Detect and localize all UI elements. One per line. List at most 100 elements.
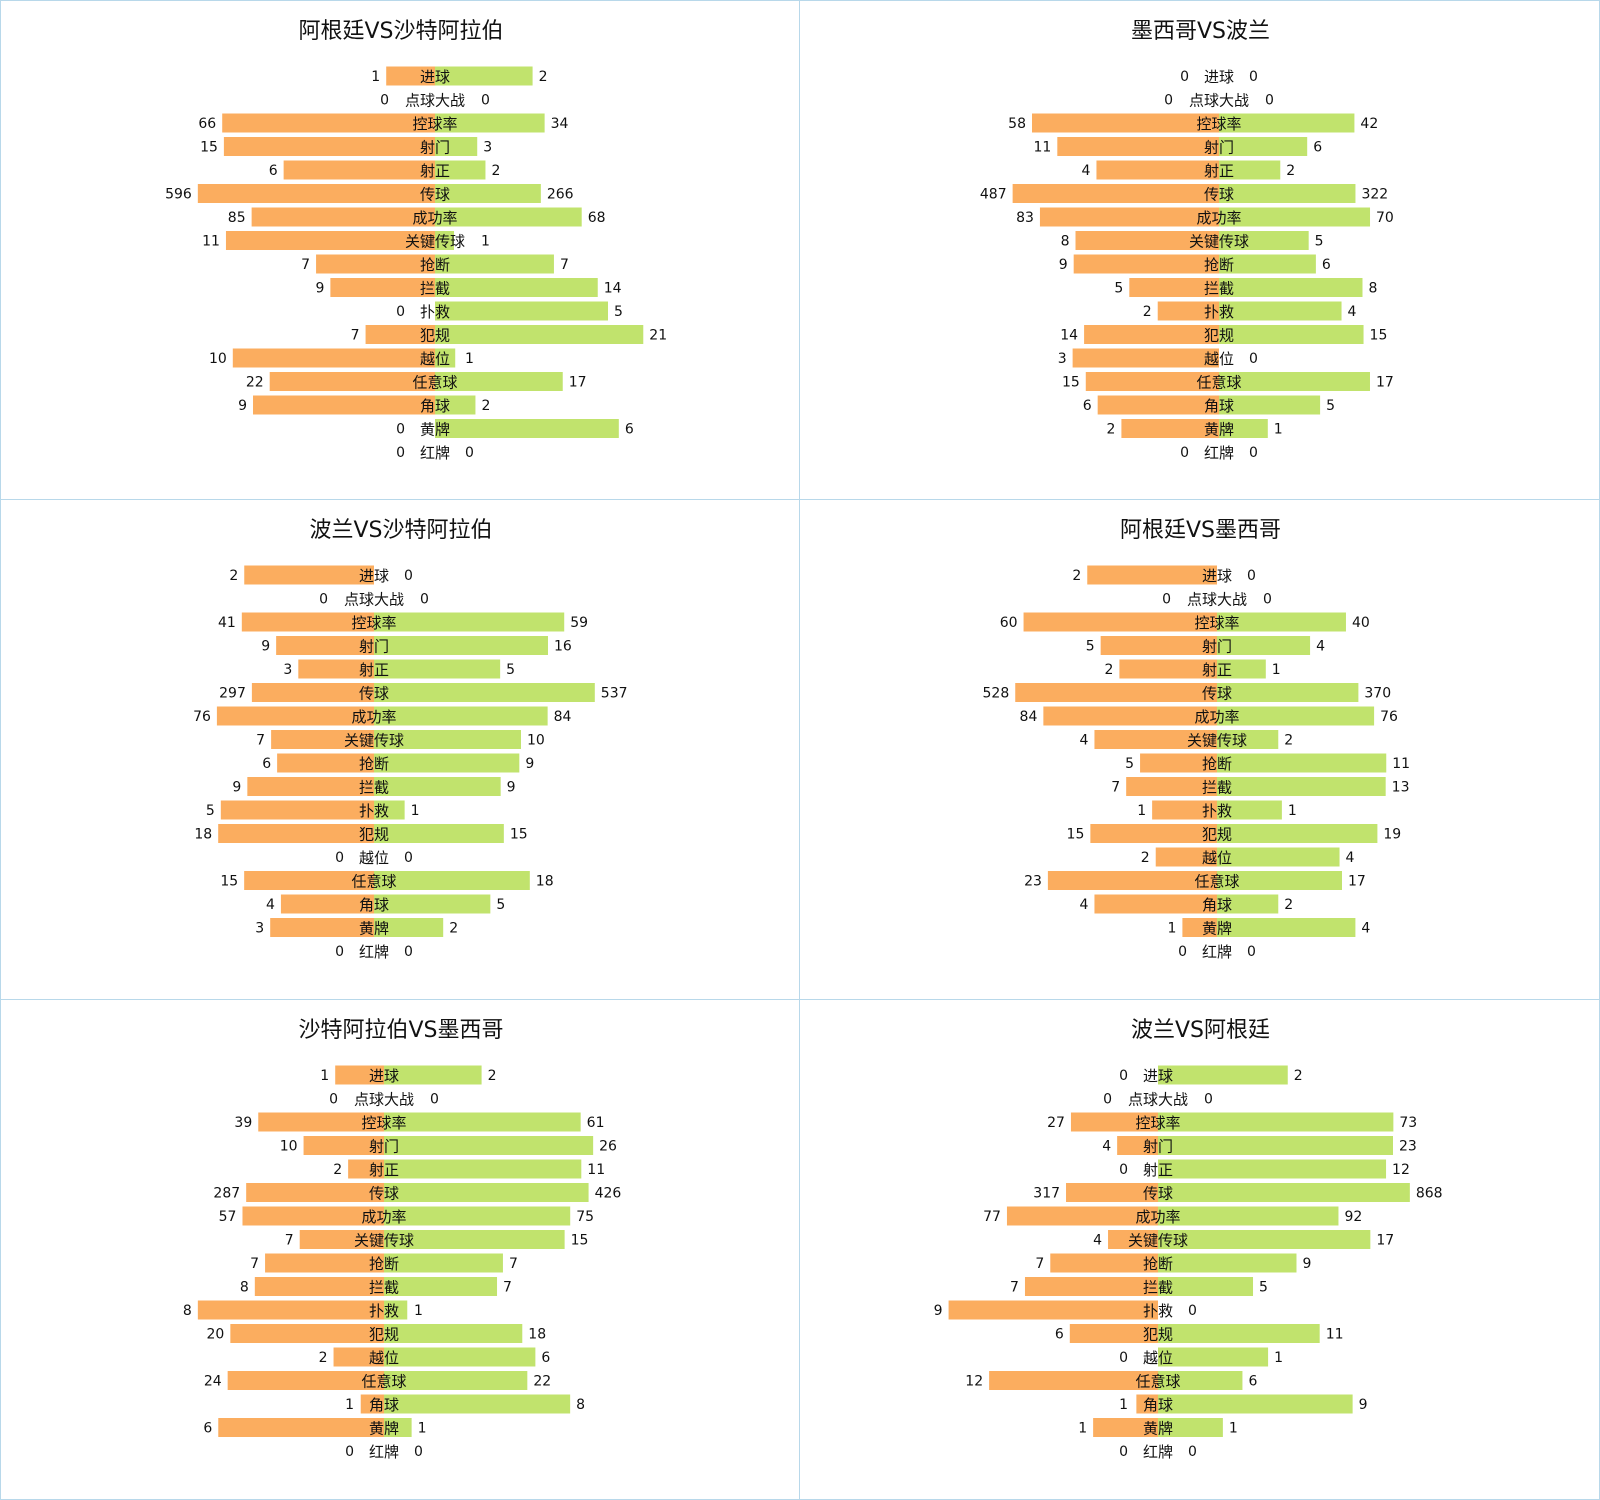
- value-label-team1: 6: [203, 1421, 212, 1437]
- value-label-team2: 76: [1380, 709, 1398, 725]
- value-label-team1: 0: [396, 445, 405, 461]
- category-label: 点球大战: [354, 1091, 414, 1109]
- value-label-team2: 6: [1313, 140, 1322, 156]
- value-label-team2: 17: [1348, 874, 1366, 890]
- value-label-team2: 1: [418, 1421, 427, 1437]
- bar-team1: [1097, 395, 1219, 415]
- bar-team1: [1043, 706, 1217, 726]
- value-label-team2: 23: [1399, 1139, 1417, 1155]
- category-label: 拦截: [1202, 779, 1232, 797]
- value-label-team2: 0: [465, 445, 474, 461]
- bar-team2: [1219, 301, 1342, 321]
- bar-team2: [1217, 918, 1356, 937]
- bar-team1: [1070, 1112, 1158, 1132]
- value-label-team1: 83: [1016, 210, 1034, 226]
- value-label-team1: 27: [1047, 1115, 1065, 1131]
- bar-team1: [948, 1300, 1158, 1320]
- value-label-team1: 15: [220, 874, 238, 890]
- value-label-team2: 12: [1392, 1162, 1410, 1178]
- value-label-team1: 66: [198, 116, 216, 132]
- value-label-team1: 0: [1119, 1350, 1128, 1366]
- value-label-team1: 15: [1067, 827, 1085, 843]
- bar-team2: [1219, 160, 1281, 180]
- category-label: 抢断: [420, 256, 450, 274]
- bar-team2: [1158, 1112, 1394, 1132]
- value-label-team2: 22: [533, 1374, 551, 1390]
- bar-team2: [1219, 113, 1355, 133]
- category-label: 射门: [1204, 139, 1234, 157]
- bar-team2: [1219, 231, 1309, 250]
- bar-team2: [1158, 1277, 1254, 1296]
- bar-team2: [384, 1324, 523, 1343]
- bar-team2: [384, 1065, 482, 1085]
- bar-team2: [384, 1394, 571, 1414]
- bar-team2: [374, 800, 405, 820]
- category-label: 越位: [1202, 849, 1232, 867]
- bar-team1: [227, 1371, 384, 1390]
- bar-team2: [435, 137, 478, 156]
- value-label-team2: 0: [404, 944, 413, 960]
- category-label: 扑救: [1202, 802, 1232, 820]
- bar-team2: [1217, 847, 1340, 867]
- category-label: 关键传球: [1189, 233, 1249, 251]
- value-label-team1: 1: [1119, 1397, 1128, 1413]
- bar-team2: [1219, 278, 1363, 297]
- value-label-team1: 2: [1141, 850, 1150, 866]
- value-label-team1: 9: [315, 281, 324, 297]
- value-label-team1: 1: [1167, 921, 1176, 937]
- category-label: 关键传球: [344, 732, 404, 750]
- value-label-team2: 1: [1272, 662, 1281, 678]
- bar-team1: [1015, 683, 1217, 702]
- bar-team1: [258, 1112, 384, 1132]
- value-label-team2: 2: [491, 163, 500, 179]
- bar-team2: [435, 372, 563, 391]
- bar-team1: [1087, 565, 1217, 585]
- value-label-team2: 0: [404, 850, 413, 866]
- value-label-team2: 6: [625, 422, 634, 438]
- category-label: 关键传球: [354, 1232, 414, 1250]
- bar-team1: [244, 871, 374, 890]
- value-label-team1: 0: [1180, 445, 1189, 461]
- bar-team2: [435, 113, 545, 133]
- bar-team1: [1182, 918, 1217, 937]
- value-label-team2: 42: [1360, 116, 1378, 132]
- value-label-team1: 10: [209, 351, 227, 367]
- bar-team2: [435, 66, 533, 86]
- value-label-team1: 4: [1093, 1233, 1102, 1249]
- bar-team1: [1152, 800, 1217, 820]
- bar-team1: [365, 325, 435, 344]
- value-label-team1: 0: [1178, 944, 1187, 960]
- chart-panel: 沙特阿拉伯VS墨西哥 进球 1 2 点球大战 0 0 控球率 39 61 射门 10 26 射正 2 11 传球…: [0, 999, 800, 1500]
- value-label-team1: 77: [983, 1209, 1001, 1225]
- category-label: 控球率: [1196, 115, 1241, 133]
- category-label: 成功率: [1135, 1208, 1180, 1226]
- bar-team1: [220, 800, 374, 820]
- bar-team1: [1119, 659, 1217, 679]
- bar-team1: [1066, 1183, 1158, 1202]
- value-label-team1: 3: [283, 662, 292, 678]
- category-label: 犯规: [359, 826, 389, 844]
- value-label-team2: 11: [1326, 1327, 1344, 1343]
- value-label-team1: 0: [319, 592, 328, 608]
- value-label-team2: 1: [414, 1303, 423, 1319]
- value-label-team2: 426: [595, 1186, 622, 1202]
- category-label: 进球: [359, 567, 389, 585]
- category-label: 抢断: [369, 1255, 399, 1273]
- category-label: 越位: [1143, 1349, 1173, 1367]
- bar-team2: [1219, 254, 1316, 274]
- bar-team2: [1219, 372, 1370, 391]
- value-label-team1: 76: [193, 709, 211, 725]
- category-label: 犯规: [1204, 327, 1234, 345]
- bar-team1: [1140, 753, 1217, 773]
- value-label-team1: 2: [1104, 662, 1113, 678]
- value-label-team2: 0: [1204, 1092, 1213, 1108]
- bar-team1: [270, 918, 374, 937]
- category-label: 角球: [369, 1396, 399, 1414]
- value-label-team1: 1: [1078, 1421, 1087, 1437]
- category-label: 控球率: [351, 614, 396, 632]
- category-label: 扑救: [420, 303, 450, 321]
